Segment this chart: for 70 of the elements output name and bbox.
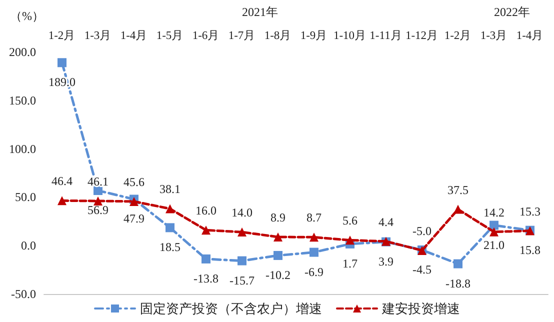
data-label: -13.8: [194, 271, 218, 286]
y-tick-label: 50.0: [15, 190, 36, 204]
x-tick-label: 1-10月: [333, 29, 367, 42]
y-axis-title: （%）: [10, 9, 44, 23]
x-tick-label: 1-4月: [120, 29, 148, 42]
point: [238, 228, 246, 237]
point: [274, 250, 282, 260]
data-label: 1.7: [342, 256, 358, 270]
data-label: 15.3: [520, 204, 540, 218]
x-tick-label: 1-2月: [48, 29, 76, 42]
point: [94, 196, 102, 206]
data-label: 14.0: [232, 206, 252, 220]
x-tick-label: 1-11月: [370, 29, 402, 42]
point: [238, 256, 246, 266]
point: [490, 227, 498, 236]
data-label: 45.6: [124, 174, 144, 189]
data-label: 5.6: [342, 214, 358, 228]
data-label: 21.0: [484, 238, 504, 252]
x-tick-label: 1-2月: [444, 29, 472, 42]
data-label: 38.1: [160, 182, 180, 196]
x-tick-label: 1-3月: [84, 29, 112, 42]
x-tick-label: 1-6月: [192, 29, 220, 42]
legend-label: 建安投资增速: [381, 301, 460, 316]
text: 2021年: [242, 5, 278, 19]
data-label: 3.9: [378, 254, 394, 268]
data-label: -15.7: [230, 273, 254, 288]
point: [310, 232, 318, 242]
point: [310, 248, 318, 257]
data-label: 15.8: [520, 242, 540, 257]
point: [58, 196, 66, 206]
data-label: 18.5: [160, 240, 180, 254]
data-label: 47.9: [124, 212, 144, 226]
data-label: -6.9: [304, 264, 324, 279]
data-label: 4.4: [378, 214, 394, 229]
point: [166, 223, 174, 232]
x-tick-label: 1-9月: [300, 29, 328, 42]
y-tick-label: 100.0: [9, 142, 36, 156]
legend-label: 固定资产投资（不含农户）增速: [140, 301, 322, 316]
data-label: 37.5: [448, 182, 468, 197]
x-tick-label: 1-8月: [264, 29, 292, 42]
point: [202, 254, 210, 264]
y-tick-label: 0.0: [21, 238, 36, 253]
point: [166, 204, 174, 214]
data-label: -10.2: [266, 268, 290, 282]
data-label: -4.5: [412, 262, 432, 276]
data-label: -5.0: [412, 224, 432, 238]
y-tick-label: -50.0: [11, 287, 36, 301]
x-tick-label: 1-3月: [480, 29, 508, 42]
data-label: 8.7: [306, 210, 322, 225]
data-label: 16.0: [196, 204, 216, 218]
data-label: 46.4: [52, 174, 72, 188]
data-label: -18.8: [446, 276, 470, 290]
data-label: 14.2: [484, 205, 504, 220]
point: [454, 204, 462, 214]
point: [274, 232, 282, 242]
point: [490, 220, 498, 230]
data-label: 8.9: [270, 210, 286, 224]
point: [454, 259, 462, 268]
data-label: 46.1: [88, 174, 108, 188]
data-label: 56.9: [88, 203, 108, 218]
point: [58, 58, 66, 68]
y-tick-label: 200.0: [9, 45, 36, 59]
x-tick-label: 1-5月: [156, 29, 184, 42]
text: 2022年: [494, 5, 530, 19]
point: [346, 236, 354, 245]
x-tick-label: 1-7月: [228, 29, 256, 42]
y-tick-label: 150.0: [9, 93, 36, 108]
x-tick-label: 1-4月: [516, 29, 544, 42]
point: [202, 226, 210, 235]
x-tick-label: 1-12月: [405, 29, 439, 42]
